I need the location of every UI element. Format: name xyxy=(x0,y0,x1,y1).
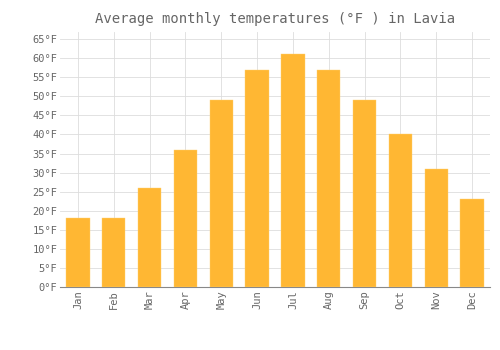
Title: Average monthly temperatures (°F ) in Lavia: Average monthly temperatures (°F ) in La… xyxy=(95,12,455,26)
Bar xyxy=(210,100,233,287)
Bar xyxy=(424,169,448,287)
Bar xyxy=(317,70,340,287)
Bar xyxy=(460,199,483,287)
Bar xyxy=(174,150,197,287)
Bar xyxy=(246,70,268,287)
Bar xyxy=(138,188,161,287)
Bar xyxy=(282,54,304,287)
Bar xyxy=(102,218,126,287)
Bar xyxy=(353,100,376,287)
Bar xyxy=(66,218,90,287)
Bar xyxy=(389,134,412,287)
